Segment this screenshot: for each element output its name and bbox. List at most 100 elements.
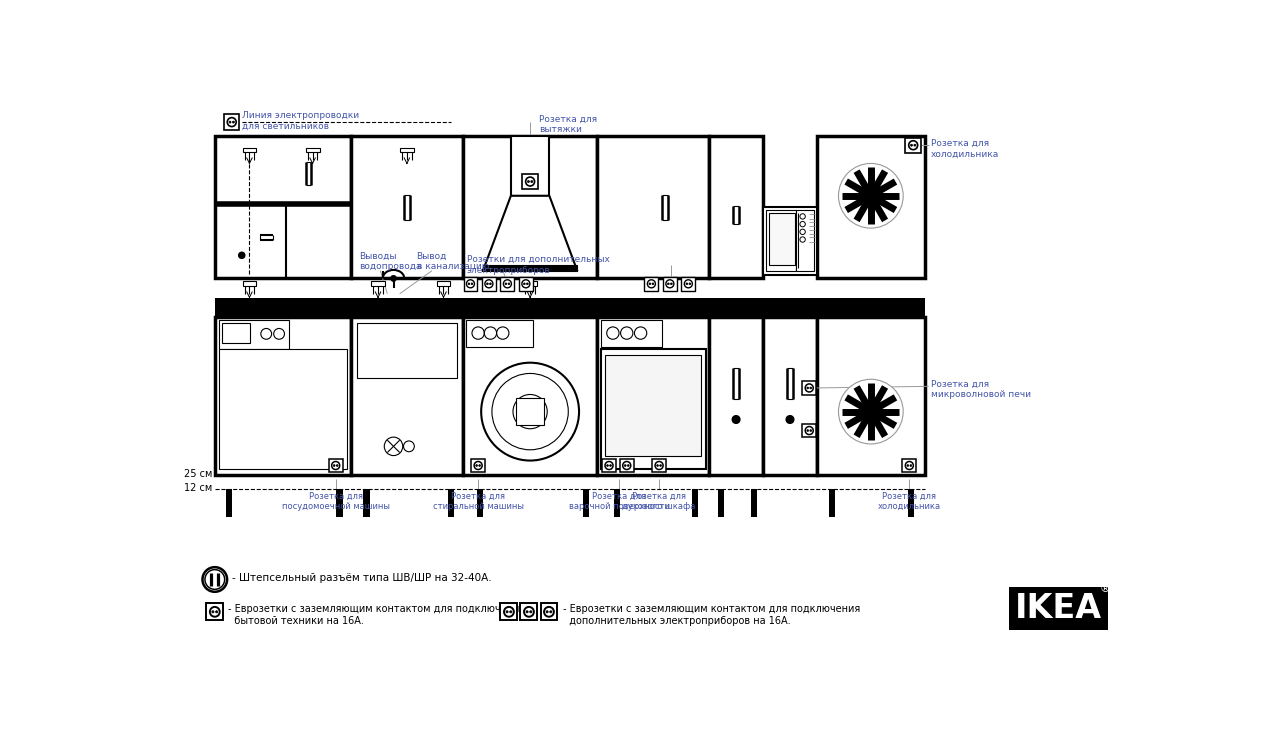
Text: IKEA: IKEA	[1015, 592, 1102, 625]
Bar	[710, 136, 763, 278]
Text: ®: ®	[1099, 584, 1111, 595]
Circle shape	[510, 610, 512, 613]
Circle shape	[624, 465, 626, 467]
Bar	[522, 174, 538, 189]
Bar	[600, 349, 706, 468]
Text: Розетка для
холодильника: Розетка для холодильника	[931, 139, 999, 159]
Bar	[710, 317, 763, 475]
Circle shape	[913, 144, 916, 146]
Bar	[357, 323, 456, 378]
Circle shape	[668, 283, 669, 285]
Text: Розетка для
посудомоечной машины: Розетка для посудомоечной машины	[282, 491, 390, 511]
Bar	[225, 488, 232, 517]
Text: Вывод
в канализацию: Вывод в канализацию	[417, 251, 489, 271]
Circle shape	[550, 610, 552, 613]
Circle shape	[806, 429, 809, 432]
Text: Розетка для
варочной поверхности: Розетка для варочной поверхности	[568, 491, 669, 511]
Bar	[598, 317, 710, 475]
Bar	[692, 488, 698, 517]
Bar	[908, 488, 913, 517]
Circle shape	[334, 465, 335, 467]
Bar	[215, 298, 925, 317]
Circle shape	[390, 275, 396, 281]
Circle shape	[489, 283, 492, 285]
Bar	[462, 136, 598, 278]
Bar	[620, 459, 633, 473]
Circle shape	[689, 283, 691, 285]
Bar	[219, 320, 289, 349]
Circle shape	[670, 283, 673, 285]
Bar	[829, 488, 836, 517]
Text: Линия электропроводки
для светильников: Линия электропроводки для светильников	[242, 111, 359, 131]
Bar	[437, 281, 451, 286]
Bar	[652, 459, 666, 473]
Text: Розетка для
вытяжки: Розетка для вытяжки	[539, 114, 598, 134]
Bar	[224, 114, 240, 130]
Circle shape	[806, 387, 809, 389]
Circle shape	[524, 283, 525, 285]
Bar	[902, 459, 916, 473]
Circle shape	[531, 180, 533, 183]
Text: Розетка для
духового шкафа: Розетка для духового шкафа	[623, 491, 696, 511]
Text: Выводы
водопровода: Выводы водопровода	[359, 251, 422, 271]
Circle shape	[487, 283, 488, 285]
Bar	[336, 488, 343, 517]
Bar	[352, 317, 462, 475]
Circle shape	[530, 610, 533, 613]
Circle shape	[660, 465, 661, 467]
Circle shape	[810, 429, 812, 432]
Bar	[501, 604, 517, 620]
Bar	[242, 147, 256, 152]
Bar	[605, 355, 702, 456]
Circle shape	[547, 610, 548, 613]
Circle shape	[526, 283, 529, 285]
Text: - Еврозетки с заземляющим контактом для подключения
  бытовой техники на 16А.: - Еврозетки с заземляющим контактом для …	[228, 604, 525, 626]
Bar	[769, 213, 795, 266]
Circle shape	[648, 283, 651, 285]
Bar	[363, 488, 369, 517]
Text: Розетка для
микроволновой печи: Розетка для микроволновой печи	[931, 380, 1031, 399]
Bar	[519, 277, 533, 291]
Text: 25 см: 25 см	[183, 469, 213, 479]
Circle shape	[527, 180, 530, 183]
Polygon shape	[483, 196, 577, 271]
Bar	[803, 381, 817, 395]
Bar	[598, 136, 710, 278]
Bar	[222, 323, 250, 343]
Bar	[371, 281, 385, 286]
Circle shape	[229, 121, 231, 123]
Bar	[306, 147, 320, 152]
Circle shape	[211, 610, 214, 613]
Bar	[583, 488, 589, 517]
Bar	[662, 277, 676, 291]
Bar	[524, 281, 538, 286]
Bar	[603, 459, 615, 473]
Circle shape	[786, 416, 794, 423]
Text: 12 см: 12 см	[183, 483, 213, 493]
Text: Розетка для
стиральной машины: Розетка для стиральной машины	[433, 491, 524, 511]
Circle shape	[810, 387, 812, 389]
Circle shape	[203, 567, 227, 592]
Bar	[501, 277, 515, 291]
Circle shape	[627, 465, 629, 467]
Text: - Еврозетки с заземляющим контактом для подключения
  дополнительных электроприб: - Еврозетки с заземляющим контактом для …	[563, 604, 860, 626]
Circle shape	[471, 283, 473, 285]
Bar	[766, 210, 796, 272]
Circle shape	[685, 283, 688, 285]
Bar	[645, 277, 659, 291]
Circle shape	[468, 283, 470, 285]
Bar	[796, 210, 814, 272]
Bar	[521, 604, 538, 620]
Circle shape	[610, 465, 612, 467]
Bar	[763, 317, 817, 475]
Bar	[329, 459, 343, 473]
Bar	[614, 488, 620, 517]
Bar	[483, 265, 577, 271]
Circle shape	[336, 465, 338, 467]
Circle shape	[508, 283, 510, 285]
Circle shape	[838, 164, 903, 228]
Bar	[242, 281, 256, 286]
Text: Розетки для дополнительных
электроприборов: Розетки для дополнительных электроприбор…	[466, 255, 609, 275]
Circle shape	[238, 252, 245, 258]
Circle shape	[506, 610, 508, 613]
